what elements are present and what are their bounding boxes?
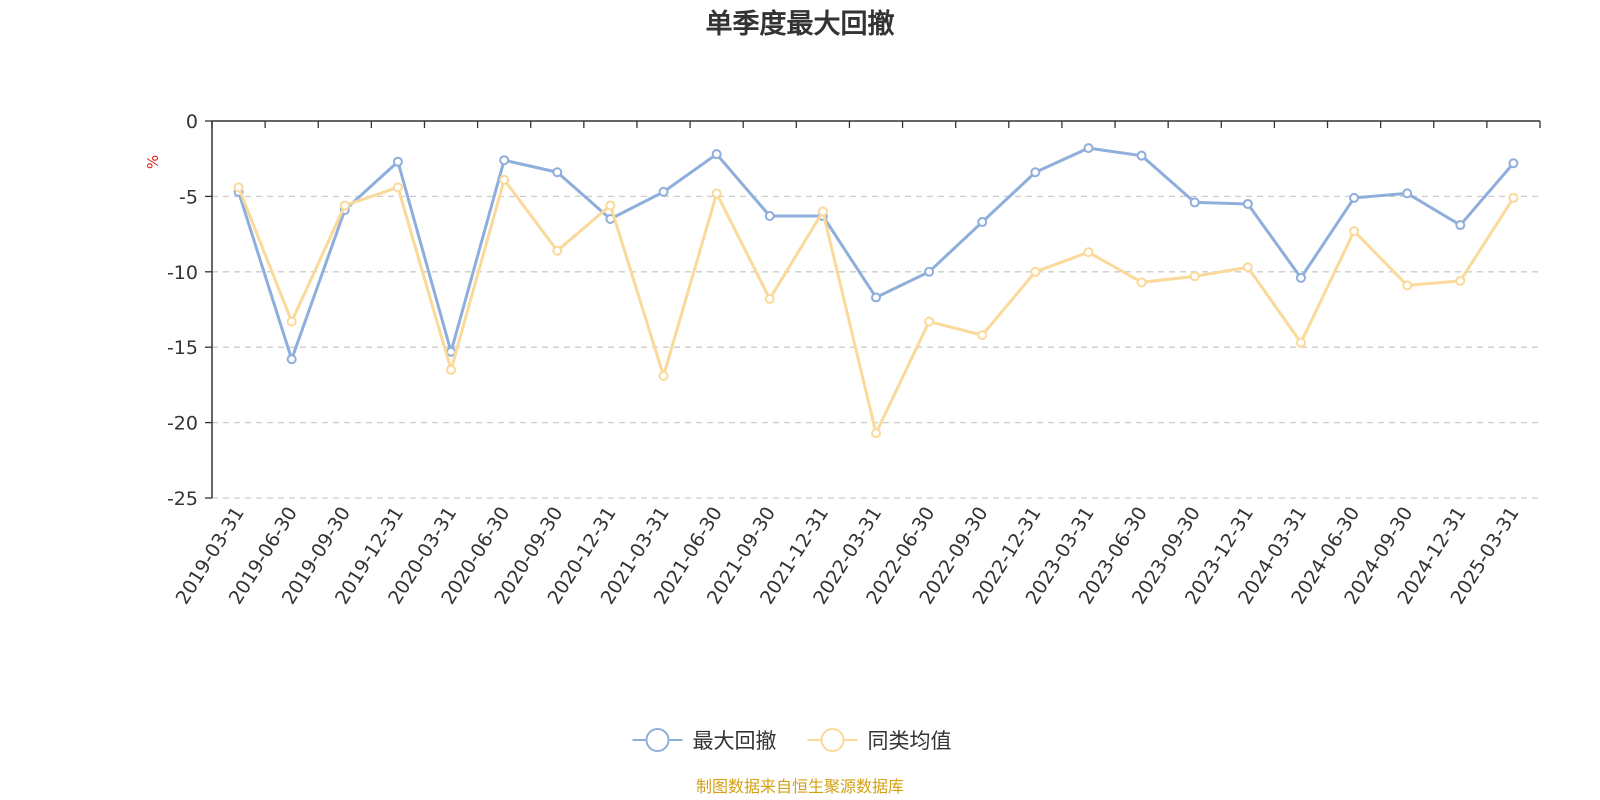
legend-circle-symbol xyxy=(645,728,670,752)
data-point[interactable] xyxy=(1030,167,1041,178)
data-point[interactable] xyxy=(286,354,297,365)
data-point[interactable] xyxy=(817,206,828,217)
legend-label: 同类均值 xyxy=(868,729,952,753)
data-point[interactable] xyxy=(1402,188,1413,199)
data-point[interactable] xyxy=(499,155,510,166)
series-line xyxy=(237,146,1515,361)
data-point[interactable] xyxy=(1349,226,1360,237)
data-point[interactable] xyxy=(1189,271,1200,282)
data-point[interactable] xyxy=(924,266,935,277)
data-point[interactable] xyxy=(1136,150,1147,161)
y-tick-label: -5 xyxy=(179,186,198,208)
data-point[interactable] xyxy=(977,330,988,341)
chart-title: 单季度最大回撤 xyxy=(706,8,895,40)
data-point[interactable] xyxy=(977,217,988,228)
series-line xyxy=(237,178,1515,435)
data-point[interactable] xyxy=(1402,280,1413,291)
data-point[interactable] xyxy=(1136,277,1147,288)
data-point[interactable] xyxy=(339,200,350,211)
data-point[interactable] xyxy=(1508,158,1519,169)
data-point[interactable] xyxy=(286,316,297,327)
legend-label: 最大回撤 xyxy=(693,729,777,753)
data-point[interactable] xyxy=(605,200,616,211)
data-point[interactable] xyxy=(764,293,775,304)
y-axis-unit-label: % xyxy=(144,155,162,169)
y-tick-label: -15 xyxy=(167,337,198,359)
data-source-label: 制图数据来自恒生聚源数据库 xyxy=(696,777,904,796)
data-point[interactable] xyxy=(1030,266,1041,277)
data-point[interactable] xyxy=(711,149,722,160)
data-point[interactable] xyxy=(552,167,563,178)
data-point[interactable] xyxy=(1455,275,1466,286)
data-point[interactable] xyxy=(764,211,775,222)
data-point[interactable] xyxy=(871,292,881,303)
data-point[interactable] xyxy=(658,186,669,197)
data-point[interactable] xyxy=(871,428,881,439)
plot-area xyxy=(233,143,1519,439)
series-2 xyxy=(233,174,1519,439)
data-point[interactable] xyxy=(1242,262,1253,273)
y-tick-label: -10 xyxy=(167,262,198,284)
data-point[interactable] xyxy=(552,245,563,256)
legend-item[interactable]: 同类均值 xyxy=(807,728,952,753)
data-point[interactable] xyxy=(711,188,722,199)
data-point[interactable] xyxy=(446,364,457,375)
data-point[interactable] xyxy=(392,156,403,167)
data-point[interactable] xyxy=(1083,143,1094,154)
y-tick-label: -20 xyxy=(167,413,198,435)
series-1 xyxy=(233,143,1519,365)
data-point[interactable] xyxy=(233,182,244,193)
y-tick-label: 0 xyxy=(186,111,198,133)
data-point[interactable] xyxy=(1349,192,1360,203)
legend: 最大回撤 同类均值 xyxy=(632,728,952,753)
data-point[interactable] xyxy=(1189,197,1200,208)
data-point[interactable] xyxy=(1295,272,1306,283)
y-tick-label: -25 xyxy=(167,488,198,510)
data-point[interactable] xyxy=(1508,192,1519,203)
grid-lines xyxy=(212,195,1540,499)
data-point[interactable] xyxy=(1455,220,1466,231)
data-point[interactable] xyxy=(499,174,510,185)
legend-circle-symbol xyxy=(820,728,845,752)
data-point[interactable] xyxy=(1083,247,1094,258)
data-point[interactable] xyxy=(1295,337,1306,348)
data-point[interactable] xyxy=(924,316,935,327)
legend-item[interactable]: 最大回撤 xyxy=(632,728,777,753)
data-point[interactable] xyxy=(392,182,403,193)
data-point[interactable] xyxy=(1242,198,1253,209)
data-point[interactable] xyxy=(658,370,669,381)
